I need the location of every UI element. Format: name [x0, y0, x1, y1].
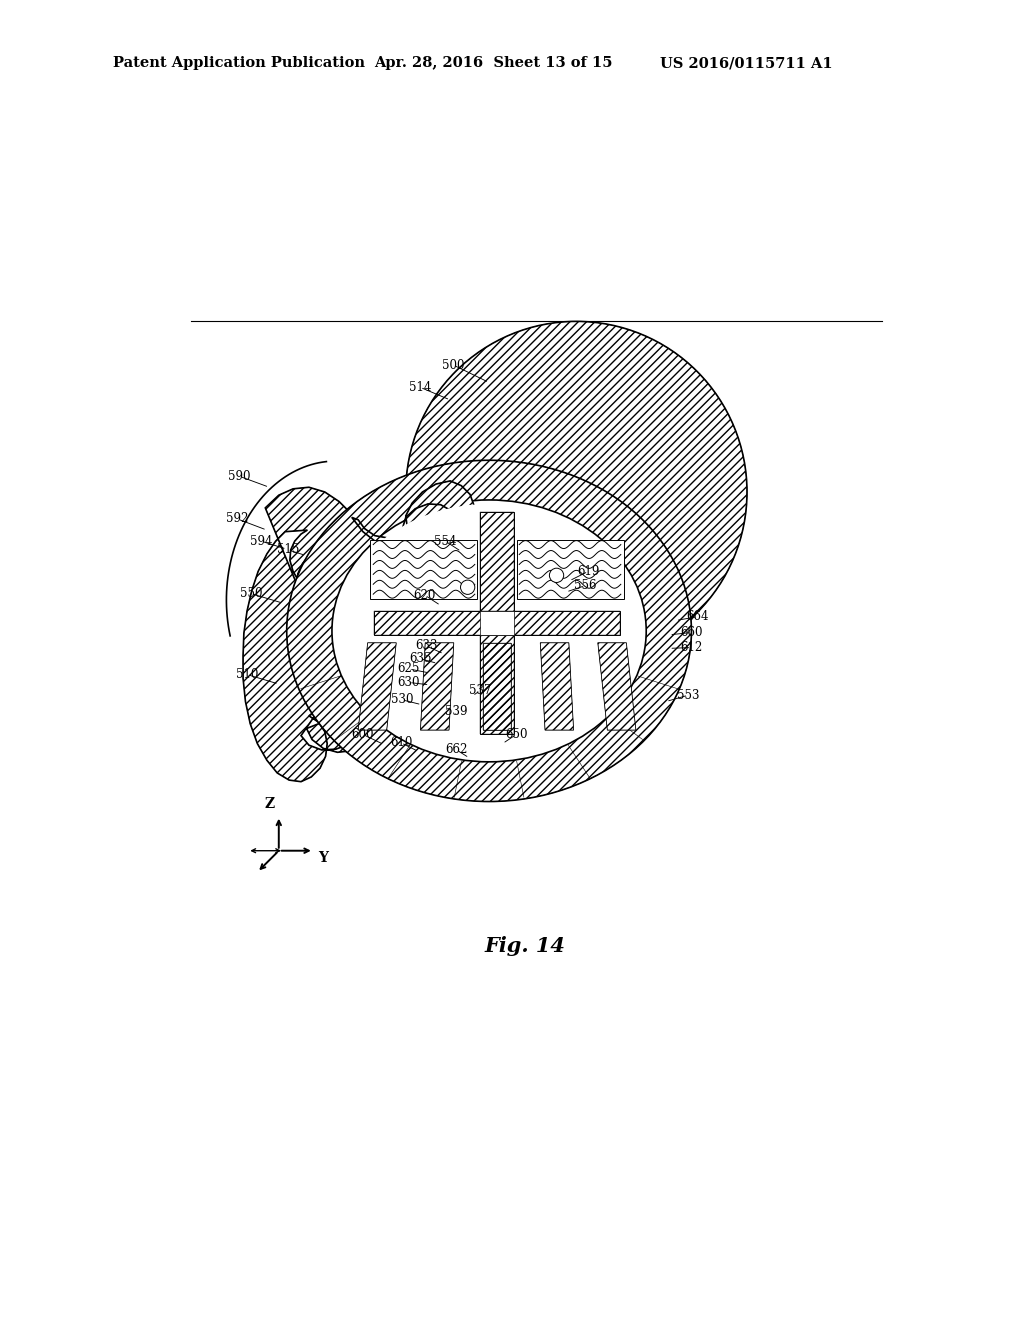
- Text: 630: 630: [397, 676, 420, 689]
- Text: 590: 590: [228, 470, 250, 483]
- Ellipse shape: [287, 461, 691, 801]
- Text: US 2016/0115711 A1: US 2016/0115711 A1: [660, 57, 834, 70]
- Text: 510: 510: [236, 668, 258, 681]
- Ellipse shape: [332, 500, 646, 762]
- FancyBboxPatch shape: [479, 611, 514, 635]
- Polygon shape: [352, 480, 474, 554]
- Text: 515: 515: [278, 544, 299, 557]
- Polygon shape: [598, 643, 636, 730]
- FancyBboxPatch shape: [517, 540, 624, 599]
- FancyBboxPatch shape: [479, 512, 514, 734]
- FancyBboxPatch shape: [374, 611, 621, 635]
- Text: 500: 500: [442, 359, 465, 371]
- Text: 553: 553: [677, 689, 699, 702]
- Circle shape: [461, 579, 475, 594]
- Text: 620: 620: [414, 589, 436, 602]
- Polygon shape: [358, 643, 396, 730]
- Text: 530: 530: [391, 693, 414, 706]
- Text: 550: 550: [240, 587, 262, 601]
- Circle shape: [550, 568, 563, 582]
- Polygon shape: [243, 487, 391, 781]
- Text: 635: 635: [409, 652, 431, 665]
- Text: Patent Application Publication: Patent Application Publication: [113, 57, 365, 70]
- Polygon shape: [541, 643, 573, 730]
- Text: Z: Z: [264, 797, 274, 810]
- Text: 514: 514: [409, 380, 431, 393]
- Text: 592: 592: [226, 512, 249, 525]
- FancyBboxPatch shape: [370, 540, 477, 599]
- Text: 554: 554: [434, 535, 457, 548]
- Text: Y: Y: [318, 851, 329, 865]
- Ellipse shape: [337, 504, 641, 758]
- Text: Apr. 28, 2016  Sheet 13 of 15: Apr. 28, 2016 Sheet 13 of 15: [374, 57, 612, 70]
- Circle shape: [406, 321, 748, 663]
- Text: 612: 612: [680, 642, 702, 653]
- Polygon shape: [482, 643, 511, 730]
- Text: Fig. 14: Fig. 14: [484, 936, 565, 956]
- Text: 619: 619: [578, 565, 599, 578]
- Text: 600: 600: [351, 727, 374, 741]
- Text: 633: 633: [415, 639, 437, 652]
- Text: 594: 594: [250, 535, 272, 548]
- Text: 664: 664: [686, 610, 709, 623]
- Text: 610: 610: [390, 737, 413, 750]
- Text: 539: 539: [445, 705, 468, 718]
- Text: 662: 662: [445, 743, 468, 756]
- Text: 556: 556: [573, 579, 596, 593]
- Text: 650: 650: [506, 727, 528, 741]
- Text: 537: 537: [469, 684, 492, 697]
- Text: 625: 625: [397, 663, 420, 676]
- Polygon shape: [421, 643, 454, 730]
- Text: 660: 660: [680, 626, 702, 639]
